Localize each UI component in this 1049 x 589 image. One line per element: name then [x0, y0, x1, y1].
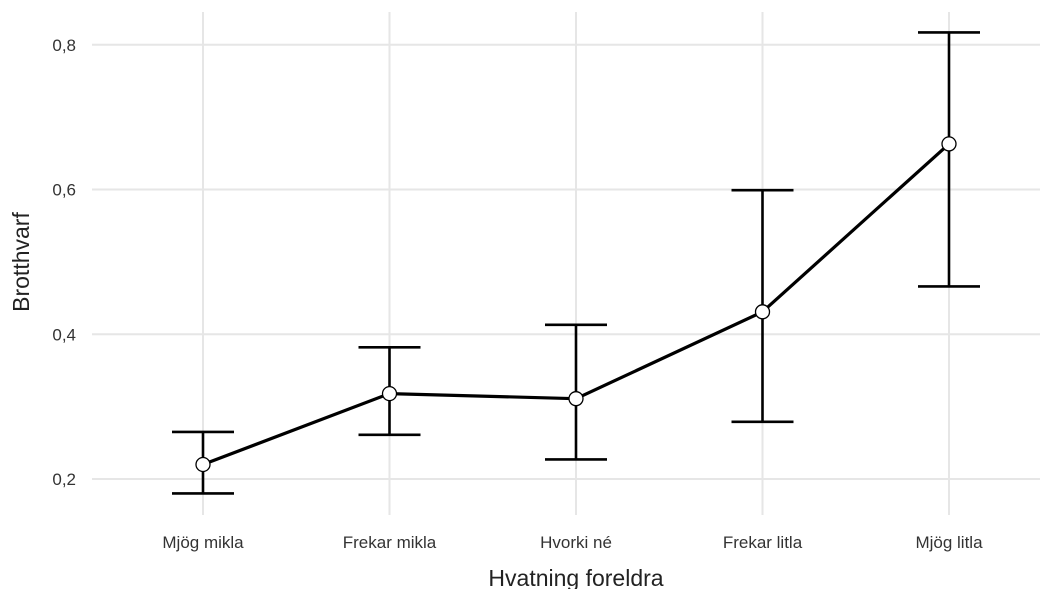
grid [92, 12, 1040, 515]
y-tick-label: 0,4 [52, 325, 76, 344]
x-tick-label: Frekar litla [723, 533, 803, 552]
x-axis-title: Hvatning foreldra [488, 565, 663, 589]
y-tick-label: 0,8 [52, 36, 76, 55]
x-tick-label: Hvorki né [540, 533, 612, 552]
data-point [381, 385, 398, 402]
y-axis-title: Brotthvarf [8, 212, 34, 312]
points [195, 136, 957, 473]
data-point [568, 391, 584, 407]
y-axis-ticks: 0,2 0,4 0,6 0,8 [52, 36, 76, 489]
x-tick-label: Mjög mikla [162, 533, 244, 552]
x-tick-label: Frekar mikla [343, 533, 437, 552]
error-bar [918, 31, 980, 288]
y-tick-label: 0,2 [52, 470, 76, 489]
x-tick-label: Mjög litla [915, 533, 983, 552]
y-tick-label: 0,6 [52, 181, 76, 200]
data-point [754, 304, 771, 320]
data-point [195, 456, 211, 473]
x-axis-ticks: Mjög mikla Frekar mikla Hvorki né Frekar li… [162, 533, 983, 552]
data-point [941, 136, 957, 152]
